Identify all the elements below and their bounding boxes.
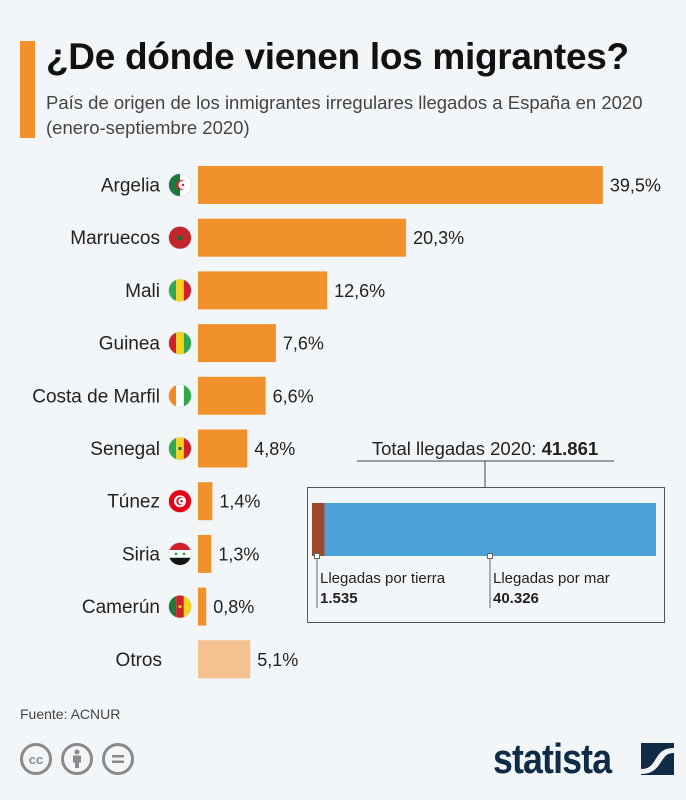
value-label: 5,1% bbox=[257, 650, 298, 670]
bar-camerún bbox=[198, 587, 207, 626]
guinea-flag-icon bbox=[168, 331, 192, 355]
segment-marker bbox=[487, 553, 493, 559]
statista-wordmark: statista bbox=[493, 735, 612, 782]
by-attribution-icon bbox=[61, 743, 93, 775]
category-label: Siria bbox=[122, 544, 160, 565]
statista-logo[interactable]: statista bbox=[493, 735, 674, 783]
chart-title: ¿De dónde vienen los migrantes? bbox=[46, 36, 629, 77]
cameroon-flag-icon bbox=[168, 595, 192, 619]
source-note: Fuente: ACNUR bbox=[20, 706, 121, 722]
inset-total-value: 41.861 bbox=[542, 438, 599, 459]
no-derivatives-icon bbox=[102, 743, 134, 775]
category-label: Guinea bbox=[99, 334, 161, 355]
syria-flag-icon bbox=[168, 542, 192, 566]
bar-otros bbox=[198, 640, 251, 679]
value-label: 1,3% bbox=[218, 544, 259, 564]
bar-siria bbox=[198, 534, 212, 573]
senegal-flag-icon bbox=[168, 437, 192, 460]
bar-senegal bbox=[198, 429, 248, 468]
value-label: 39,5% bbox=[610, 176, 661, 196]
segment-name-label: Llegadas por mar bbox=[493, 570, 610, 587]
segment-name-label: Llegadas por tierra bbox=[320, 570, 446, 587]
category-label: Túnez bbox=[107, 492, 160, 513]
value-label: 7,6% bbox=[283, 334, 324, 354]
sea-arrivals-segment bbox=[324, 503, 656, 556]
bar-guinea bbox=[198, 324, 276, 363]
bar-marruecos bbox=[198, 218, 407, 257]
chart-subtitle: País de origen de los inmigrantes irregu… bbox=[46, 92, 643, 138]
morocco-flag-icon-ring bbox=[168, 225, 192, 250]
category-label: Otros bbox=[116, 650, 162, 671]
value-label: 4,8% bbox=[254, 439, 295, 459]
bar-chart: Argelia 39,5% Marruecos 20,3% Mali 12,6% Guine… bbox=[32, 166, 665, 679]
bar-argelia bbox=[198, 166, 603, 204]
value-label: 12,6% bbox=[334, 281, 385, 301]
category-label: Mali bbox=[125, 281, 160, 302]
cc-icon: cc bbox=[20, 743, 52, 775]
syria-flag-icon-ring bbox=[168, 541, 192, 566]
morocco-flag-icon bbox=[168, 226, 192, 250]
segment-value-label: 1.535 bbox=[320, 590, 358, 607]
category-label: Costa de Marfil bbox=[32, 386, 160, 407]
category-label: Senegal bbox=[90, 439, 160, 460]
statista-logo-icon bbox=[641, 743, 674, 775]
inset-title-prefix: Total llegadas 2020: bbox=[372, 438, 542, 459]
value-label: 20,3% bbox=[413, 228, 464, 248]
bar-túnez bbox=[198, 482, 213, 521]
title-accent-bar bbox=[20, 41, 35, 138]
category-label: Argelia bbox=[101, 176, 161, 197]
bar-costa-de-marfil bbox=[198, 376, 266, 415]
cameroon-flag-icon-ring bbox=[168, 594, 192, 619]
value-label: 6,6% bbox=[273, 386, 314, 406]
tunisia-flag-icon-ring bbox=[168, 489, 192, 514]
inset-title: Total llegadas 2020: 41.861 bbox=[372, 438, 598, 459]
algeria-flag-icon bbox=[168, 173, 192, 197]
inset-box bbox=[307, 487, 665, 623]
value-label: 0,8% bbox=[213, 597, 254, 617]
tunisia-flag-icon bbox=[168, 489, 192, 513]
value-label: 1,4% bbox=[219, 492, 260, 512]
bar-mali bbox=[198, 271, 328, 310]
land-arrivals-segment bbox=[312, 503, 325, 556]
senegal-flag-icon-ring bbox=[168, 436, 192, 461]
category-label: Marruecos bbox=[70, 228, 160, 249]
mali-flag-icon bbox=[168, 278, 192, 302]
segment-value-label: 40.326 bbox=[493, 590, 539, 607]
mali-flag-icon-ring bbox=[168, 278, 192, 303]
algeria-flag-icon-ring bbox=[168, 173, 192, 197]
guinea-flag-icon-ring bbox=[168, 331, 192, 356]
segment-marker bbox=[314, 553, 320, 559]
ivory-coast-flag-icon bbox=[168, 384, 192, 408]
category-label: Camerún bbox=[82, 597, 160, 618]
ivory-coast-flag-icon-ring bbox=[168, 383, 192, 408]
